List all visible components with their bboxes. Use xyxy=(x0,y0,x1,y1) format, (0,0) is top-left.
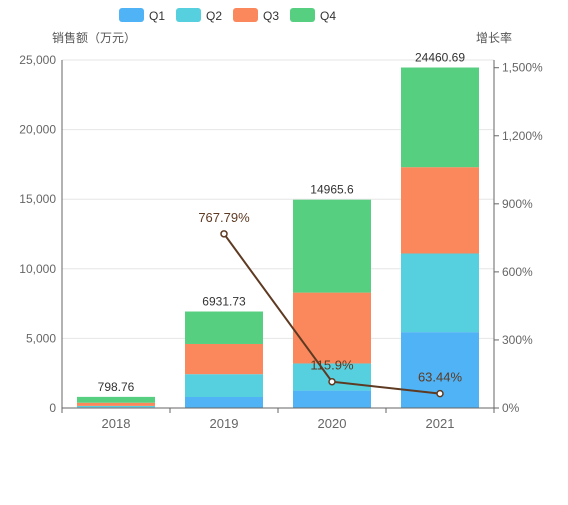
growth-point xyxy=(436,389,444,398)
x-tick-label: 2018 xyxy=(102,416,131,431)
y-left-tick-label: 5,000 xyxy=(26,331,56,345)
legend: Q1 Q2 Q3 Q4 xyxy=(119,8,336,23)
legend-label: Q1 xyxy=(149,9,165,23)
bar-q4-2020 xyxy=(293,199,371,293)
legend-label: Q2 xyxy=(206,9,222,23)
y-right-tick-label: 600% xyxy=(502,265,533,279)
y-left-tick-label: 25,000 xyxy=(19,53,56,67)
legend-label: Q3 xyxy=(263,9,279,23)
bar-q2-2019 xyxy=(185,374,263,398)
y-left-tick-label: 15,000 xyxy=(19,192,56,206)
growth-label: 115.9% xyxy=(310,358,354,373)
y-axis-left-label: 销售额（万元） xyxy=(52,30,136,45)
legend-swatch-q2 xyxy=(176,8,201,22)
total-label: 798.76 xyxy=(98,380,135,394)
bar-q4-2021 xyxy=(401,67,479,168)
y-left-tick-label: 0 xyxy=(49,401,56,415)
bar-q1-2020 xyxy=(293,390,371,408)
x-tick-label: 2019 xyxy=(210,416,239,431)
x-tick-label: 2021 xyxy=(426,416,455,431)
bar-q3-2018 xyxy=(77,402,155,406)
growth-point xyxy=(328,377,336,386)
y-right-tick-label: 1,500% xyxy=(502,61,543,75)
bar-q2-2021 xyxy=(401,253,479,333)
bar-q2-2018 xyxy=(77,405,155,408)
total-label: 14965.6 xyxy=(310,183,354,197)
total-label: 6931.73 xyxy=(202,295,246,309)
bar-q3-2021 xyxy=(401,167,479,254)
bar-group xyxy=(77,67,479,408)
y-left-tick-label: 10,000 xyxy=(19,262,56,276)
y-left-tick-label: 20,000 xyxy=(19,123,56,137)
growth-line-group xyxy=(220,230,444,398)
legend-swatch-q1 xyxy=(119,8,144,22)
bar-q2-2020 xyxy=(293,363,371,391)
bar-q4-2018 xyxy=(77,396,155,403)
y-right-tick-label: 900% xyxy=(502,197,533,211)
legend-label: Q4 xyxy=(320,9,336,23)
growth-point xyxy=(220,230,228,238)
y-right-tick-label: 1,200% xyxy=(502,129,543,143)
total-label: 24460.69 xyxy=(415,51,465,65)
bar-q4-2019 xyxy=(185,311,263,344)
data-labels: 798.76 6931.73 14965.6 24460.69 767.79% 115.9… xyxy=(98,51,466,394)
bar-q3-2020 xyxy=(293,292,371,364)
x-tick-label: 2020 xyxy=(318,416,347,431)
growth-label: 767.79% xyxy=(198,210,250,225)
bar-q1-2019 xyxy=(185,397,263,408)
axes: 0 5,000 10,000 15,000 20,000 25,000 0% 300% 600%… xyxy=(19,53,543,431)
y-right-tick-label: 300% xyxy=(502,333,533,347)
legend-swatch-q3 xyxy=(233,8,258,22)
y-axis-right-label: 增长率 xyxy=(476,30,512,45)
legend-swatch-q4 xyxy=(290,8,315,22)
y-right-tick-label: 0% xyxy=(502,401,520,415)
growth-label: 63.44% xyxy=(418,370,463,385)
bar-q3-2019 xyxy=(185,343,263,375)
